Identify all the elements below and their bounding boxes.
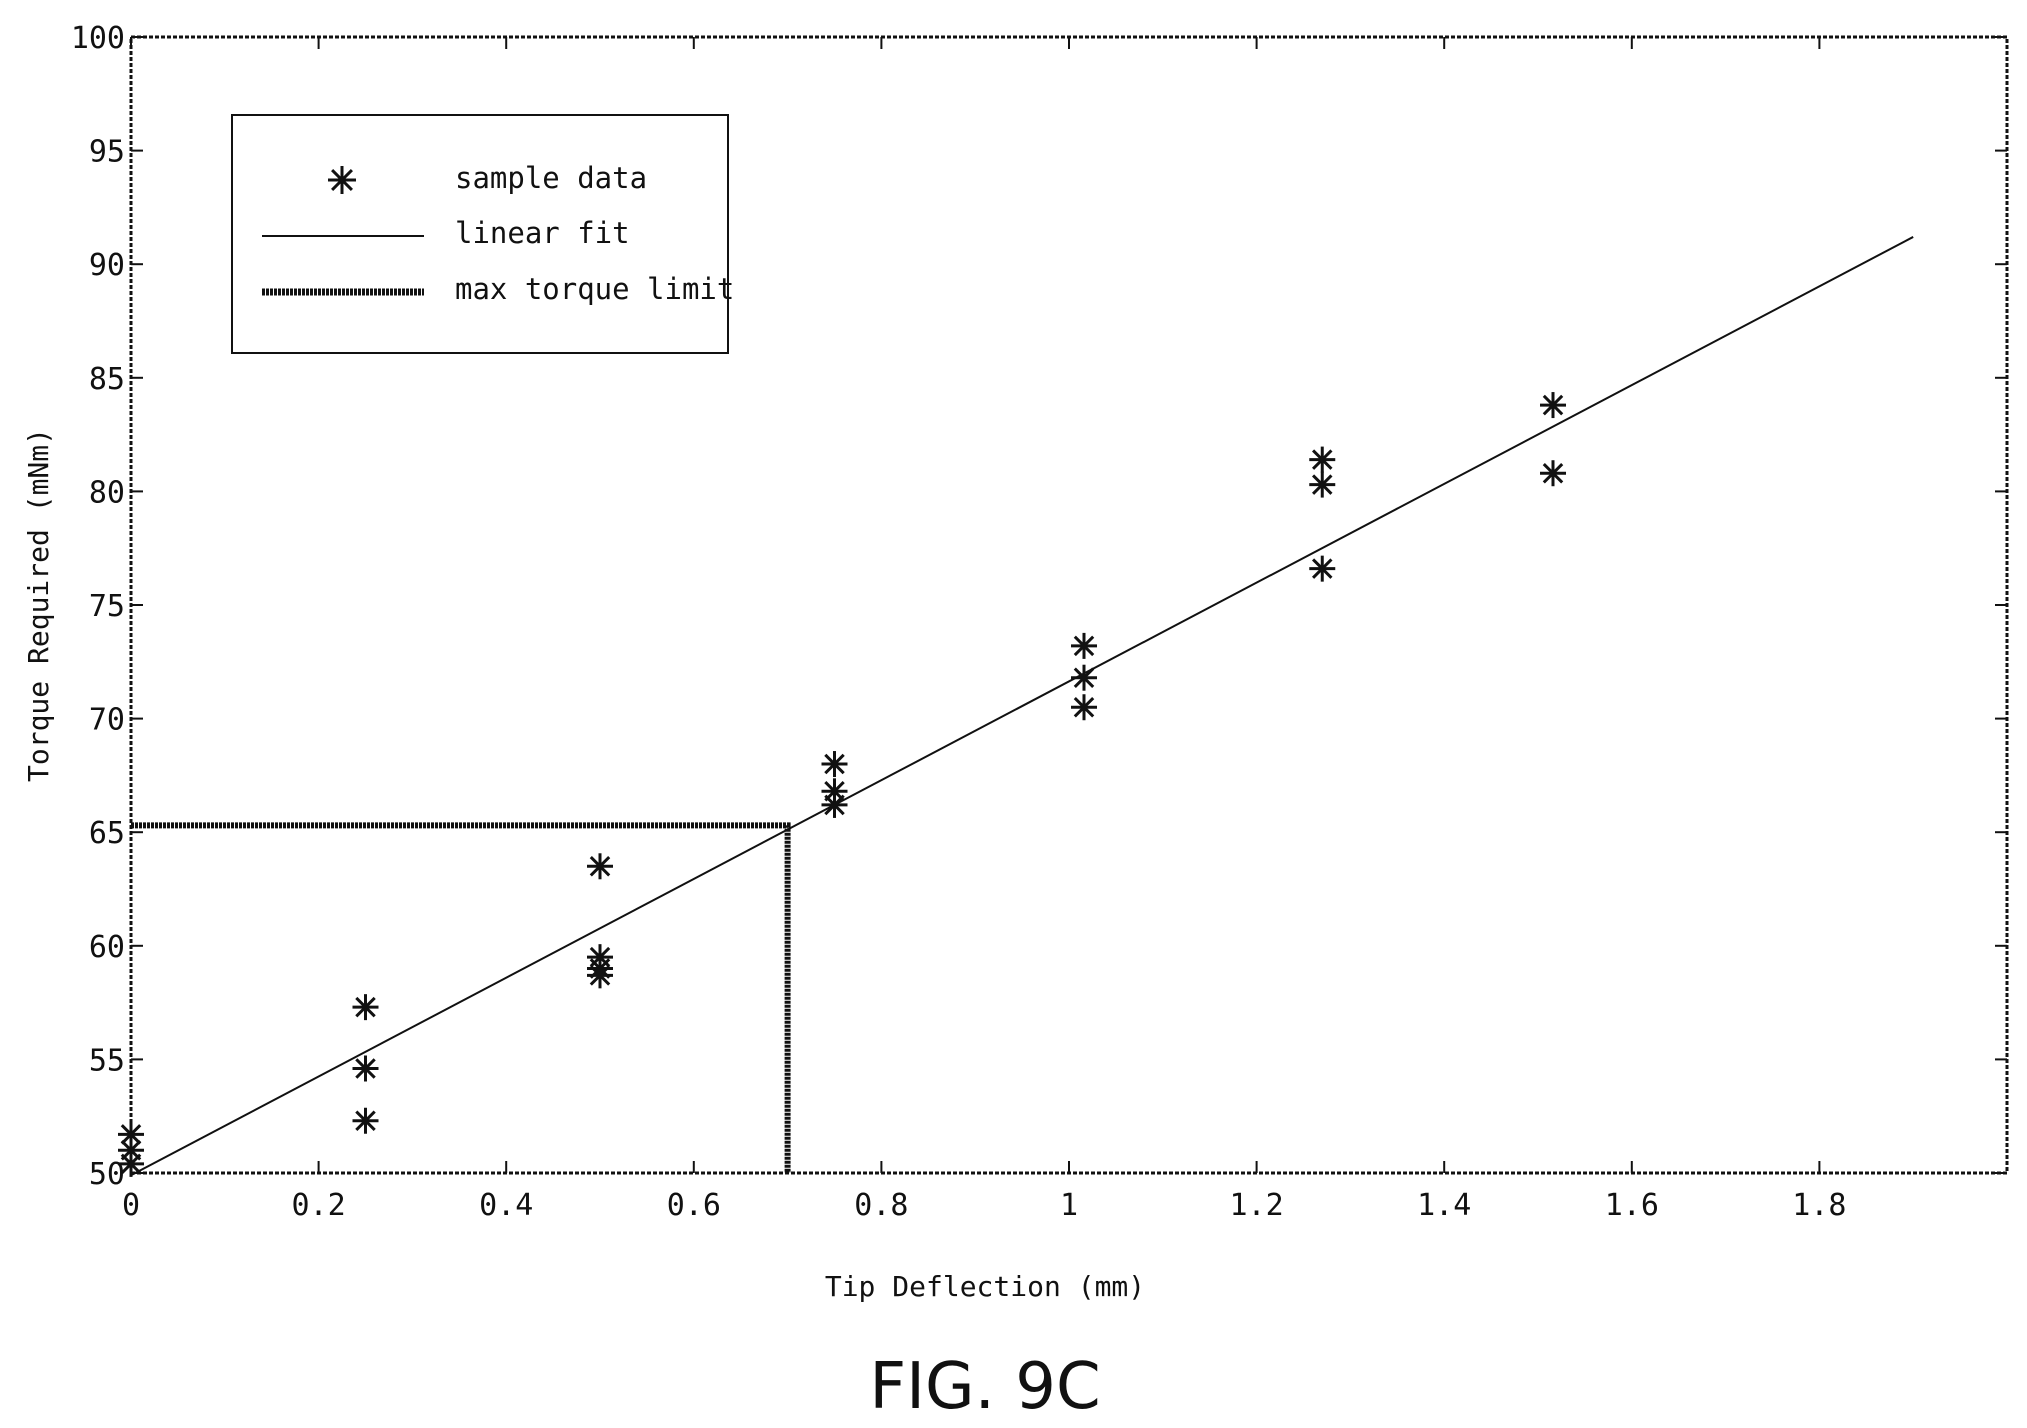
axis-ticks <box>130 36 2007 1174</box>
data-point-0 <box>118 1121 144 1148</box>
series-line-max-torque-limit <box>131 822 791 1173</box>
y-tick-label-6: 80 <box>89 475 125 510</box>
x-tick-label-8: 1.6 <box>1605 1188 1659 1223</box>
x-axis-title: Tip Deflection (mm) <box>825 1270 1145 1303</box>
x-tick-label-5: 1 <box>1060 1188 1078 1223</box>
x-tick-label-2: 0.4 <box>479 1188 533 1223</box>
data-point-5 <box>352 1107 379 1134</box>
y-tick-label-4: 70 <box>89 703 125 738</box>
figure-caption: FIG. 9C <box>869 1350 1100 1424</box>
data-point-17 <box>1309 471 1336 498</box>
y-tick-label-1: 55 <box>89 1043 125 1078</box>
x-tick-label-7: 1.4 <box>1417 1188 1471 1223</box>
series-lines <box>130 236 1914 1177</box>
x-tick-label-6: 1.2 <box>1230 1188 1284 1223</box>
scatter-points <box>118 392 1567 1177</box>
data-point-10 <box>821 751 848 778</box>
data-point-9 <box>587 962 613 989</box>
data-point-14 <box>1071 664 1098 691</box>
y-tick-label-3: 65 <box>89 816 125 851</box>
x-tick-label-9: 1.8 <box>1792 1188 1846 1223</box>
y-tick-label-5: 75 <box>89 589 125 624</box>
legend-label-sample-data: sample data <box>455 161 647 195</box>
data-point-16 <box>1309 446 1336 473</box>
data-point-13 <box>1071 632 1098 659</box>
y-tick-label-0: 50 <box>89 1157 125 1192</box>
data-point-3 <box>352 994 379 1021</box>
y-axis-title: Torque Required (mNm) <box>22 428 55 782</box>
y-tick-label-2: 60 <box>89 930 125 965</box>
y-tick-labels: 50 55 60 65 70 75 80 85 90 95 100 <box>71 21 125 1192</box>
data-point-2 <box>118 1150 144 1177</box>
data-point-15 <box>1071 694 1098 721</box>
legend-marker-sample-data <box>328 166 356 194</box>
x-tick-label-4: 0.8 <box>854 1188 908 1223</box>
y-tick-label-8: 90 <box>89 248 125 283</box>
y-tick-label-9: 95 <box>89 135 125 170</box>
series-line-linear-fit <box>130 236 1914 1177</box>
x-tick-labels: 0 0.2 0.4 0.6 0.8 1 1.2 1.4 1.6 1.8 <box>122 1188 1847 1223</box>
data-point-6 <box>587 853 613 880</box>
data-point-4 <box>352 1055 379 1082</box>
legend: sample data linear fit max torque limit <box>231 114 734 354</box>
y-tick-label-10: 100 <box>71 21 125 56</box>
legend-label-linear-fit: linear fit <box>455 216 630 250</box>
x-tick-label-3: 0.6 <box>667 1188 721 1223</box>
data-point-12 <box>821 791 848 818</box>
data-point-18 <box>1309 555 1336 582</box>
y-tick-label-7: 85 <box>89 362 125 397</box>
data-point-19 <box>1540 392 1567 419</box>
legend-box <box>231 114 729 354</box>
x-tick-label-0: 0 <box>122 1188 140 1223</box>
x-tick-label-1: 0.2 <box>292 1188 346 1223</box>
data-point-20 <box>1540 460 1567 487</box>
legend-label-max-torque-limit: max torque limit <box>455 272 734 306</box>
legend-asterisk-icon <box>328 166 356 194</box>
